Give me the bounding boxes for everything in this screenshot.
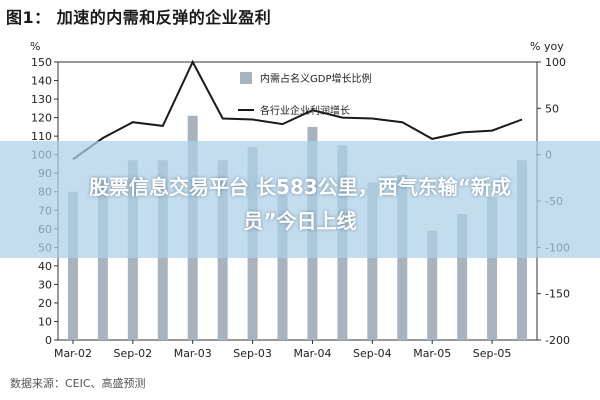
left-tick-label: 120 bbox=[31, 112, 52, 125]
bar bbox=[457, 213, 468, 340]
bar bbox=[277, 195, 288, 340]
overlay-headline[interactable]: 股票信息交易平台 长583公里，西气东输“新成 员”今日上线 bbox=[0, 170, 600, 238]
x-tick-label: Mar-02 bbox=[54, 347, 92, 360]
source-note: 数据来源：CEIC、高盛预测 bbox=[10, 377, 146, 390]
left-tick-label: 140 bbox=[31, 75, 52, 88]
overlay-headline-line-1: 股票信息交易平台 长583公里，西气东输“新成 bbox=[89, 175, 511, 199]
left-axis-unit: % bbox=[30, 40, 40, 53]
bar bbox=[67, 191, 78, 340]
overlay-headline-line-2: 员”今日上线 bbox=[243, 209, 357, 233]
left-tick-label: 30 bbox=[38, 278, 52, 291]
figure-title: 图1： 加速的内需和反弹的企业盈利 bbox=[6, 8, 272, 27]
right-tick-label: -150 bbox=[545, 288, 570, 301]
right-tick-label: 50 bbox=[545, 102, 559, 115]
x-tick-label: Sep-02 bbox=[113, 347, 152, 360]
bar bbox=[97, 176, 108, 340]
right-tick-label: -200 bbox=[545, 334, 570, 347]
left-tick-label: 10 bbox=[38, 315, 52, 328]
left-tick-label: 40 bbox=[38, 260, 52, 273]
right-tick-label: 100 bbox=[545, 56, 566, 69]
left-tick-label: 110 bbox=[31, 130, 52, 143]
line-series bbox=[72, 59, 523, 161]
legend-label-line: 各行业企业利润增长 bbox=[260, 104, 350, 117]
legend-label-bar: 内需占名义GDP增长比例 bbox=[260, 72, 371, 85]
bar bbox=[487, 197, 498, 340]
left-tick-label: 20 bbox=[38, 297, 52, 310]
x-tick-label: Sep-04 bbox=[353, 347, 392, 360]
legend-swatch-bar bbox=[240, 72, 252, 84]
left-tick-label: 150 bbox=[31, 56, 52, 69]
x-tick-label: Mar-05 bbox=[413, 347, 451, 360]
x-tick-label: Mar-03 bbox=[174, 347, 212, 360]
x-tick-label: Mar-04 bbox=[293, 347, 331, 360]
bar bbox=[427, 230, 438, 340]
left-tick-label: 130 bbox=[31, 93, 52, 106]
overlay-banner bbox=[0, 141, 600, 258]
right-axis-unit: % yoy bbox=[530, 40, 564, 53]
x-tick-label: Sep-05 bbox=[473, 347, 512, 360]
x-tick-label: Sep-03 bbox=[233, 347, 272, 360]
left-tick-label: 0 bbox=[45, 334, 52, 347]
bar bbox=[367, 182, 378, 340]
